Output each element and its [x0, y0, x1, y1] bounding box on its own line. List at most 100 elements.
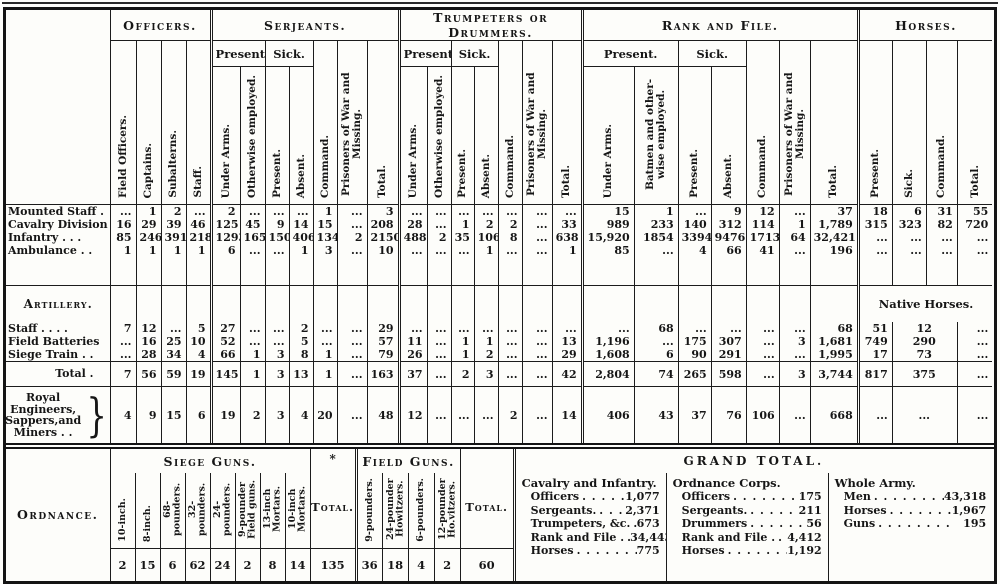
col-header-trumpeters-total: Total.	[551, 40, 583, 205]
table-cell: 2,804	[580, 361, 635, 387]
table-cell	[677, 257, 712, 286]
table-cell: 29	[135, 218, 161, 231]
table-cell: ...	[745, 348, 780, 362]
gun-count-cell: 2	[433, 548, 461, 581]
table-cell: 43	[633, 386, 679, 443]
col-header-text: Sick.	[902, 169, 915, 198]
table-cell: 7	[109, 322, 136, 335]
col-header-text: Command.	[503, 134, 516, 198]
table-cell	[778, 257, 811, 286]
table-cell: ...	[497, 335, 523, 348]
col-header-text: 68-pounders.	[162, 482, 183, 536]
table-cell: 11	[397, 335, 428, 348]
table-cell: 15	[312, 218, 338, 231]
grand-total-item-value: 775	[636, 544, 660, 557]
col-header-siege-gun: 8-inch.	[134, 473, 160, 549]
table-cell: 9	[264, 218, 290, 231]
table-cell: 14	[551, 386, 583, 443]
col-header-siege-gun: 32-pounders.	[184, 473, 210, 549]
dot-leader: . . . . . . . .	[750, 517, 806, 530]
gun-count-cell: 15	[134, 548, 160, 581]
table-cell: 3	[473, 361, 499, 387]
table-cell	[426, 285, 452, 322]
grand-total-item-value: 43,318	[944, 490, 987, 503]
table-cell	[450, 257, 475, 286]
table-cell	[312, 257, 338, 286]
table-cell: 4	[677, 244, 712, 257]
table-cell	[925, 257, 958, 286]
table-cell: ...	[336, 322, 368, 335]
dot-leader: . . . . . . . .	[778, 530, 787, 544]
table-cell: 12	[135, 322, 161, 335]
table-cell: 1	[288, 244, 314, 257]
dot-leader: . . . . . . . .	[599, 503, 625, 517]
col-header-text: 9-pounder Field guns.	[237, 479, 258, 539]
grand-total-item: Sergeants.. . . . . . . .2,371	[522, 504, 660, 518]
col-header-siege-gun: 24-pounders.	[209, 473, 235, 549]
gun-count-cell: 24	[209, 548, 235, 581]
table-cell: 1	[633, 204, 679, 218]
table-cell: 32,421	[809, 231, 859, 244]
table-cell	[312, 285, 338, 322]
table-cell	[397, 257, 428, 286]
table-cell	[336, 257, 368, 286]
grand-total-item-label: Men	[843, 490, 871, 503]
grand-total-item-value: 2,371	[625, 503, 660, 517]
col-header-serjeants-sick-present: Present.	[264, 66, 290, 205]
field-guns-total-column-header: Total.	[459, 449, 515, 549]
table-cell: ...	[397, 204, 428, 218]
table-cell: 312	[710, 218, 747, 231]
table-cell: 82	[925, 218, 958, 231]
table-cell: ...	[239, 244, 266, 257]
table-cell: 18	[856, 204, 893, 218]
gun-count-cell: 62	[184, 548, 210, 581]
col-header-text: Total.	[560, 165, 573, 198]
main-return-table: Officers. Serjeants. Trumpeters or Drumm…	[6, 10, 993, 443]
group-title-rank-and-file: Rank and File.	[580, 10, 859, 41]
table-cell: 2150	[366, 231, 400, 244]
table-cell: 125	[209, 218, 241, 231]
table-cell: ...	[925, 244, 958, 257]
table-cell: ...	[239, 335, 266, 348]
row-label: Total .	[6, 361, 110, 387]
grand-total-item-value: 175	[798, 490, 822, 503]
col-header-text: Present.	[270, 149, 283, 198]
group-title-serjeants: Serjeants.	[209, 10, 400, 41]
table-cell: ...	[521, 204, 553, 218]
subgroup-rank-and-file-sick: Sick.	[677, 40, 747, 67]
table-cell: ...	[551, 322, 583, 335]
col-header-rank-and-file-sick-absent: Absent.	[710, 66, 747, 205]
table-cell: 8	[497, 231, 523, 244]
table-cell: 3	[312, 244, 338, 257]
table-cell: 55	[956, 204, 993, 218]
table-cell: 68	[633, 322, 679, 335]
table-cell: 1	[135, 244, 161, 257]
grand-total-item-label: Sergeants.	[530, 503, 597, 517]
table-row: Royal Engineers, Sappers,and Miners . .}…	[6, 386, 993, 443]
table-cell: 989	[580, 218, 635, 231]
table-cell: ...	[677, 322, 712, 335]
table-cell: 1	[778, 218, 811, 231]
gun-count-cell: 6	[159, 548, 185, 581]
col-header-text: Total.	[968, 165, 981, 198]
table-cell: 2	[497, 218, 523, 231]
grand-total-item: Horses. . . . . . . .1,192	[673, 544, 822, 558]
col-header-staff: Staff.	[185, 40, 212, 205]
row-label: Infantry . . .	[8, 231, 82, 244]
col-header-text: 10-inch Mortars.	[287, 485, 308, 533]
grand-total-item: Rank and File .. . . . . . . .4,412	[673, 531, 822, 545]
col-header-trumpeters-command: Command.	[497, 40, 523, 205]
table-cell: ...	[264, 335, 290, 348]
table-cell	[580, 285, 635, 322]
table-cell: 73	[891, 348, 958, 362]
table-row: Cavalry Division 16 29 39 46 125 45 9 14 15... 208…	[6, 218, 993, 231]
table-row: Field Batteries... 16 25 10 52...... 5...... 5…	[6, 335, 993, 348]
table-cell: 638	[551, 231, 583, 244]
table-cell: 3	[778, 361, 811, 387]
table-cell: 1713	[745, 231, 780, 244]
col-header-text: Prisoners of War and Missing.	[525, 72, 549, 196]
table-cell: 265	[677, 361, 712, 387]
table-cell: 57	[366, 335, 400, 348]
table-cell	[521, 257, 553, 286]
table-cell: 29	[366, 322, 400, 335]
